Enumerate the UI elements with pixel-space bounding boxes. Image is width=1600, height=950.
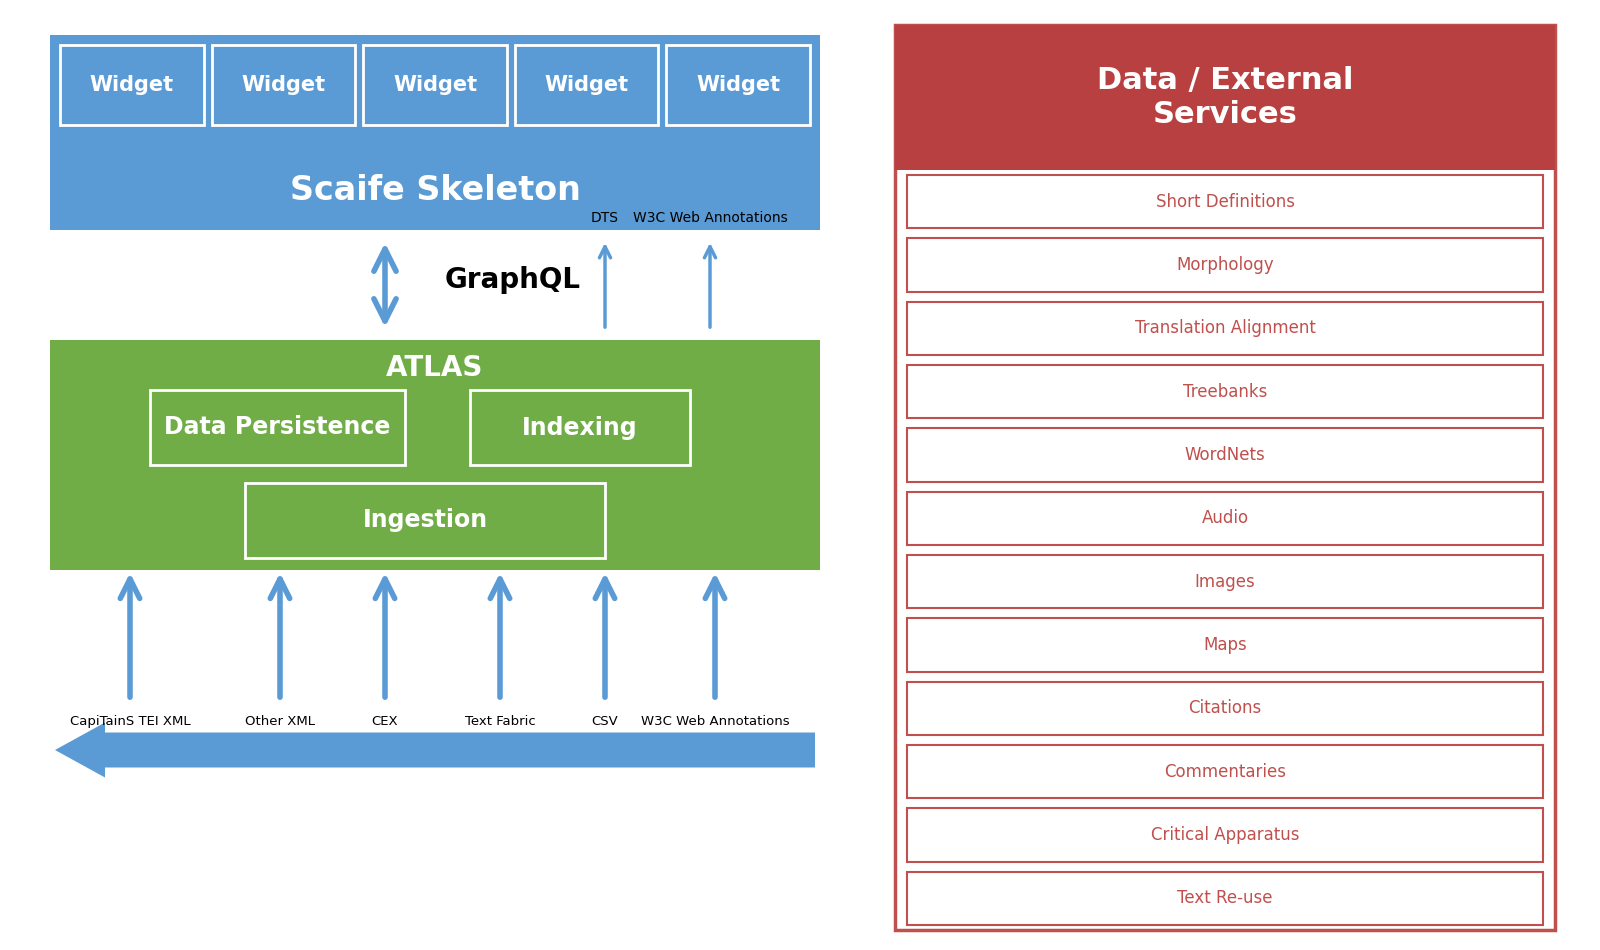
Text: CSV: CSV (592, 715, 618, 728)
Text: Maps: Maps (1203, 636, 1246, 654)
Text: Commentaries: Commentaries (1165, 763, 1286, 781)
Text: Images: Images (1195, 573, 1256, 591)
Bar (50, 340, 819, 570)
Text: Text Fabric: Text Fabric (464, 715, 536, 728)
Bar (907, 175, 1542, 228)
Text: CEX: CEX (371, 715, 398, 728)
Bar (515, 45, 659, 125)
Text: Widget: Widget (544, 75, 629, 95)
Bar (907, 618, 1542, 672)
Bar (61, 45, 203, 125)
Text: Data Persistence: Data Persistence (165, 415, 390, 440)
FancyArrow shape (54, 723, 814, 777)
Text: Widget: Widget (696, 75, 781, 95)
Text: ATLAS: ATLAS (386, 354, 483, 382)
Bar (50, 35, 819, 230)
Text: Widget: Widget (394, 75, 477, 95)
Text: DTS: DTS (590, 211, 619, 225)
Text: Morphology: Morphology (1176, 256, 1274, 274)
Text: Other XML: Other XML (245, 715, 315, 728)
Text: Indexing: Indexing (522, 415, 638, 440)
Bar (907, 365, 1542, 418)
Text: Short Definitions: Short Definitions (1155, 193, 1294, 211)
Bar (211, 45, 355, 125)
Text: W3C Web Annotations: W3C Web Annotations (640, 715, 789, 728)
Bar (470, 390, 690, 465)
Text: Audio: Audio (1202, 509, 1248, 527)
Bar (894, 25, 1555, 930)
Text: Data / External
Services: Data / External Services (1096, 66, 1354, 129)
Bar (907, 682, 1542, 735)
Text: Critical Apparatus: Critical Apparatus (1150, 826, 1299, 844)
Bar (363, 45, 507, 125)
Text: Scaife Skeleton: Scaife Skeleton (290, 174, 581, 206)
Text: Translation Alignment: Translation Alignment (1134, 319, 1315, 337)
Bar (150, 390, 405, 465)
Bar (245, 483, 605, 558)
Bar (907, 808, 1542, 862)
Text: CapiTainS TEI XML: CapiTainS TEI XML (70, 715, 190, 728)
Text: Widget: Widget (242, 75, 325, 95)
Text: Treebanks: Treebanks (1182, 383, 1267, 401)
Bar (666, 45, 810, 125)
Bar (907, 745, 1542, 798)
Bar (907, 555, 1542, 608)
Text: GraphQL: GraphQL (445, 266, 581, 294)
Text: Widget: Widget (90, 75, 174, 95)
Text: WordNets: WordNets (1184, 446, 1266, 464)
Bar (907, 872, 1542, 925)
Bar (907, 428, 1542, 482)
Text: Ingestion: Ingestion (363, 508, 488, 533)
Text: Text Re-use: Text Re-use (1178, 889, 1272, 907)
Bar (894, 25, 1555, 170)
Text: W3C Web Annotations: W3C Web Annotations (632, 211, 787, 225)
Bar (907, 238, 1542, 292)
Text: Citations: Citations (1189, 699, 1262, 717)
Bar (907, 492, 1542, 545)
Bar (907, 302, 1542, 355)
